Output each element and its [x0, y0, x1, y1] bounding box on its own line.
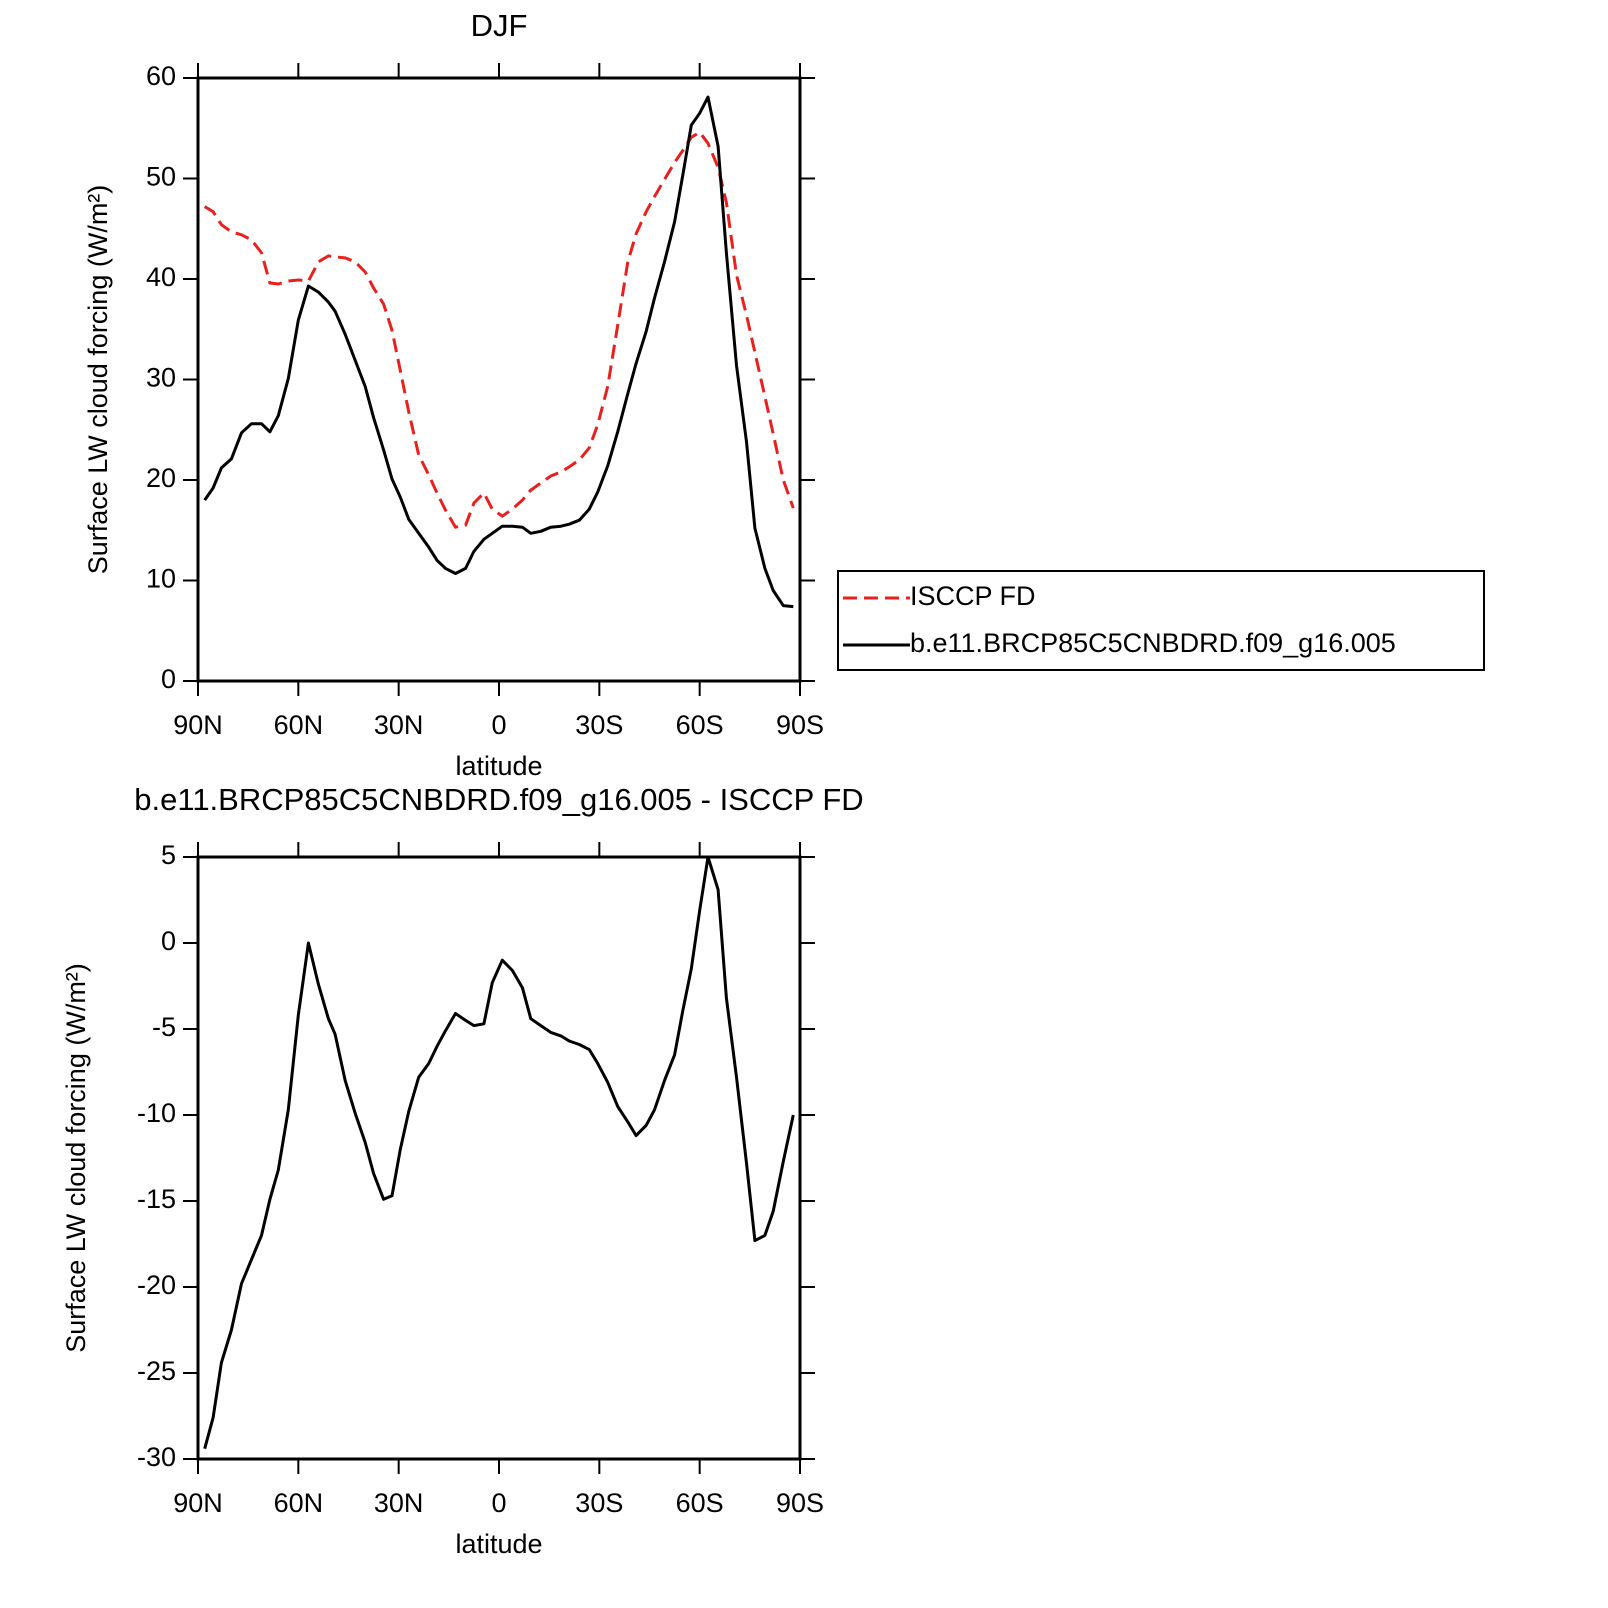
y-tick-label: -5 [152, 1012, 176, 1042]
x-tick-label: 30N [374, 1488, 424, 1518]
y-tick-label: 30 [146, 363, 176, 393]
x-tick-label: 60N [274, 710, 324, 740]
x-tick-label: 90S [776, 1488, 824, 1518]
x-tick-label: 60S [676, 710, 724, 740]
y-axis-label: Surface LW cloud forcing (W/m²) [61, 963, 91, 1353]
y-tick-label: 20 [146, 463, 176, 493]
x-tick-label: 30S [575, 710, 623, 740]
x-tick-label: 0 [491, 1488, 506, 1518]
y-tick-label: 10 [146, 564, 176, 594]
x-tick-label: 90N [173, 1488, 223, 1518]
x-axis-label: latitude [455, 1529, 542, 1559]
y-tick-label: 0 [161, 664, 176, 694]
data-line [203, 95, 794, 609]
data-line [203, 855, 795, 1450]
x-tick-label: 30S [575, 1488, 623, 1518]
x-tick-label: 0 [491, 710, 506, 740]
x-tick-label: 90N [173, 710, 223, 740]
y-tick-label: 50 [146, 162, 176, 192]
x-tick-label: 60N [274, 1488, 324, 1518]
x-tick-label: 90S [776, 710, 824, 740]
y-tick-label: 40 [146, 262, 176, 292]
x-tick-label: 30N [374, 710, 424, 740]
y-tick-label: -30 [137, 1442, 176, 1472]
y-tick-label: 0 [161, 926, 176, 956]
y-tick-label: -20 [137, 1270, 176, 1300]
legend-box [837, 570, 1485, 671]
plot-frame [196, 76, 802, 683]
y-tick-label: -15 [137, 1184, 176, 1214]
plot-frame [196, 855, 802, 1461]
chart-title: b.e11.BRCP85C5CNBDRD.f09_g16.005 - ISCCP… [134, 782, 863, 817]
y-tick-label: -25 [137, 1356, 176, 1386]
chart-title: DJF [471, 8, 528, 43]
x-tick-label: 60S [676, 1488, 724, 1518]
x-axis-label: latitude [455, 751, 542, 781]
data-line [203, 130, 795, 529]
legend-label: b.e11.BRCP85C5CNBDRD.f09_g16.005 [910, 628, 1396, 658]
y-tick-label: 60 [146, 61, 176, 91]
y-tick-label: -10 [137, 1098, 176, 1128]
y-axis-label: Surface LW cloud forcing (W/m²) [83, 185, 113, 575]
y-tick-label: 5 [161, 840, 176, 870]
legend-label: ISCCP FD [910, 581, 1036, 611]
